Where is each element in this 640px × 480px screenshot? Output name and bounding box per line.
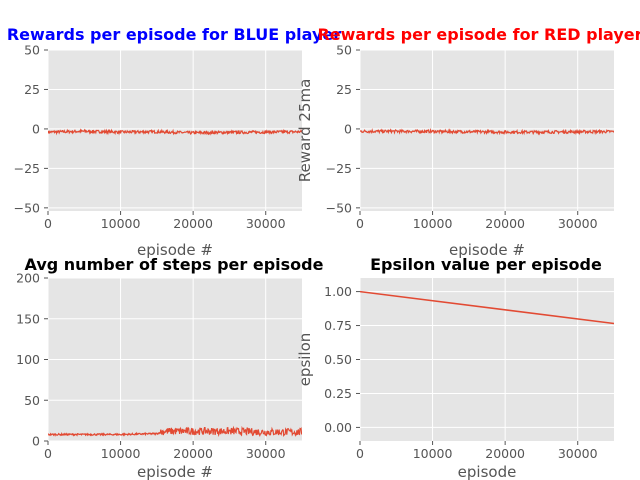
y-tick-label: 1.00	[324, 284, 352, 299]
y-tick-label: −50	[14, 200, 40, 215]
x-axis-label: episode #	[449, 241, 525, 259]
y-tick-label: 50	[24, 393, 40, 408]
subplot-4: 0 10000 20000 30000 0.00 0.25 0.50 0.75 1.00 Epsi…	[296, 255, 614, 480]
x-tick-label: 10000	[101, 446, 141, 461]
y-tick-label: 0.25	[324, 386, 352, 401]
x-tick-label: 0	[44, 446, 52, 461]
y-axis-label: epsilon	[296, 333, 314, 387]
y-axis-label: Reward 25ma	[296, 79, 314, 183]
x-tick-label: 30000	[246, 446, 286, 461]
y-tick-label: 50	[336, 43, 352, 58]
x-tick-label: 0	[356, 216, 364, 231]
x-tick-label: 20000	[173, 446, 213, 461]
subplot-title: Rewards per episode for BLUE player	[7, 25, 341, 44]
y-tick-label: 0.00	[324, 420, 352, 435]
x-tick-label: 30000	[246, 216, 286, 231]
y-tick-label: 25	[336, 82, 352, 97]
subplot-title: Avg number of steps per episode	[25, 255, 324, 274]
x-tick-label: 30000	[558, 216, 598, 231]
x-tick-label: 20000	[485, 446, 525, 461]
y-tick-label: 50	[24, 43, 40, 58]
x-axis-label: episode #	[137, 241, 213, 259]
x-tick-label: 10000	[101, 216, 141, 231]
y-tick-label: 200	[16, 271, 40, 286]
y-tick-label: 0.75	[324, 318, 352, 333]
series-line	[48, 425, 302, 437]
y-tick-label: 150	[16, 311, 40, 326]
x-axis-label: episode	[458, 463, 517, 480]
x-tick-label: 10000	[413, 446, 453, 461]
y-tick-label: 0	[32, 121, 40, 136]
y-tick-label: 100	[16, 352, 40, 367]
y-tick-label: −25	[14, 161, 40, 176]
x-tick-label: 20000	[173, 216, 213, 231]
x-tick-label: 0	[44, 216, 52, 231]
y-tick-label: −50	[326, 200, 352, 215]
y-tick-label: 0	[344, 121, 352, 136]
subplot-title: Epsilon value per episode	[370, 255, 602, 274]
subplot-title: Rewards per episode for RED player	[317, 25, 640, 44]
y-tick-label: 25	[24, 82, 40, 97]
x-tick-label: 30000	[558, 446, 598, 461]
x-tick-label: 0	[356, 446, 364, 461]
series-line	[360, 127, 614, 136]
x-axis-label: episode #	[137, 463, 213, 480]
y-tick-label: −25	[326, 161, 352, 176]
x-tick-label: 10000	[413, 216, 453, 231]
series-line	[48, 128, 302, 136]
y-tick-label: 0.50	[324, 352, 352, 367]
series-line	[360, 290, 614, 325]
x-tick-label: 20000	[485, 216, 525, 231]
y-tick-label: 0	[32, 434, 40, 449]
